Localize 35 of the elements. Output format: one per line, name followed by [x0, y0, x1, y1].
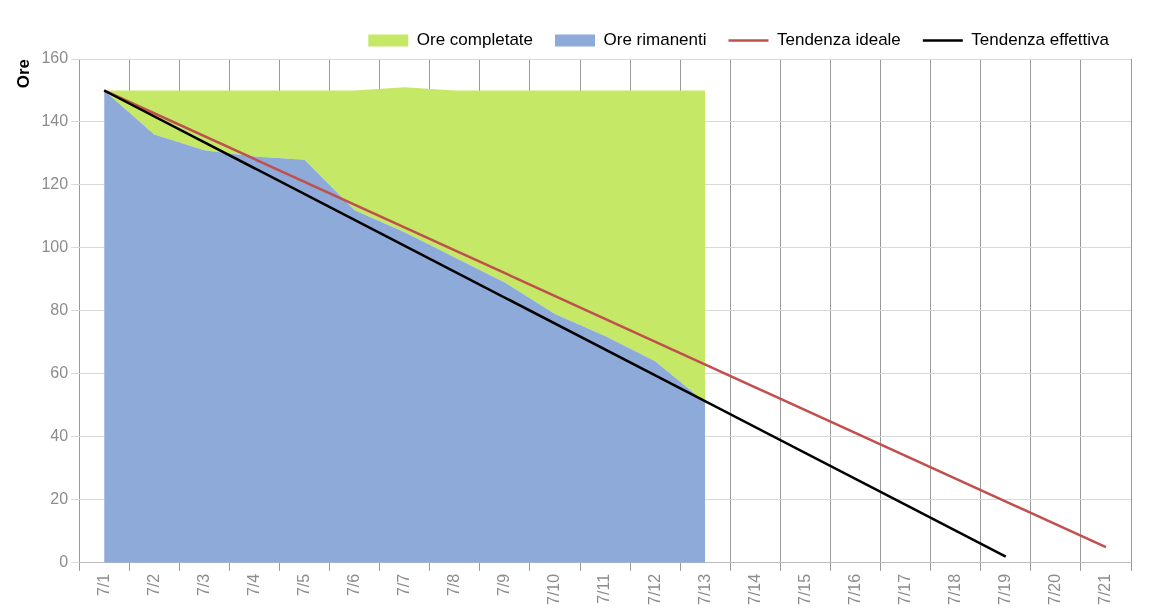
x-tick-label: 7/15	[795, 573, 813, 605]
y-tick-label: 60	[50, 364, 69, 382]
x-tick-label: 7/21	[1096, 573, 1114, 605]
x-tick-label: 7/2	[144, 573, 162, 597]
legend-label: Tendenza ideale	[777, 30, 901, 50]
x-tick-label: 7/12	[645, 573, 663, 605]
y-tick-label: 0	[59, 553, 69, 571]
x-tick-label: 7/10	[545, 573, 563, 605]
x-tick-label: 7/8	[445, 573, 463, 597]
y-tick-label: 140	[41, 112, 69, 130]
y-tick-label: 20	[50, 490, 69, 508]
x-tick-label: 7/9	[495, 573, 513, 597]
legend-label: Ore rimanenti	[603, 30, 707, 50]
x-tick-label: 7/13	[695, 573, 713, 605]
y-axis-title: Ore	[13, 59, 33, 89]
x-tick-label: 7/17	[896, 573, 913, 605]
y-tick-label: 120	[41, 175, 69, 193]
x-tick-label: 7/18	[946, 573, 964, 605]
legend-label: Ore completate	[416, 30, 534, 50]
x-tick-label: 7/14	[745, 573, 763, 605]
x-tick-label: 7/3	[194, 573, 212, 597]
y-tick-label: 100	[41, 238, 69, 256]
x-tick-label: 7/7	[395, 573, 413, 597]
x-tick-label: 7/19	[996, 573, 1014, 605]
y-tick-label: 80	[50, 301, 69, 319]
x-tick-label: 7/1	[94, 573, 112, 597]
x-tick-label: 7/16	[845, 573, 863, 605]
x-tick-label: 7/11	[595, 573, 613, 604]
x-tick-label: 7/5	[294, 573, 312, 597]
y-tick-label: 40	[50, 427, 69, 445]
x-tick-label: 7/4	[244, 573, 262, 597]
x-tick-label: 7/6	[345, 573, 362, 597]
y-tick-label: 160	[41, 49, 69, 67]
legend-label: Tendenza effettiva	[971, 30, 1110, 50]
x-tick-label: 7/20	[1046, 573, 1064, 605]
